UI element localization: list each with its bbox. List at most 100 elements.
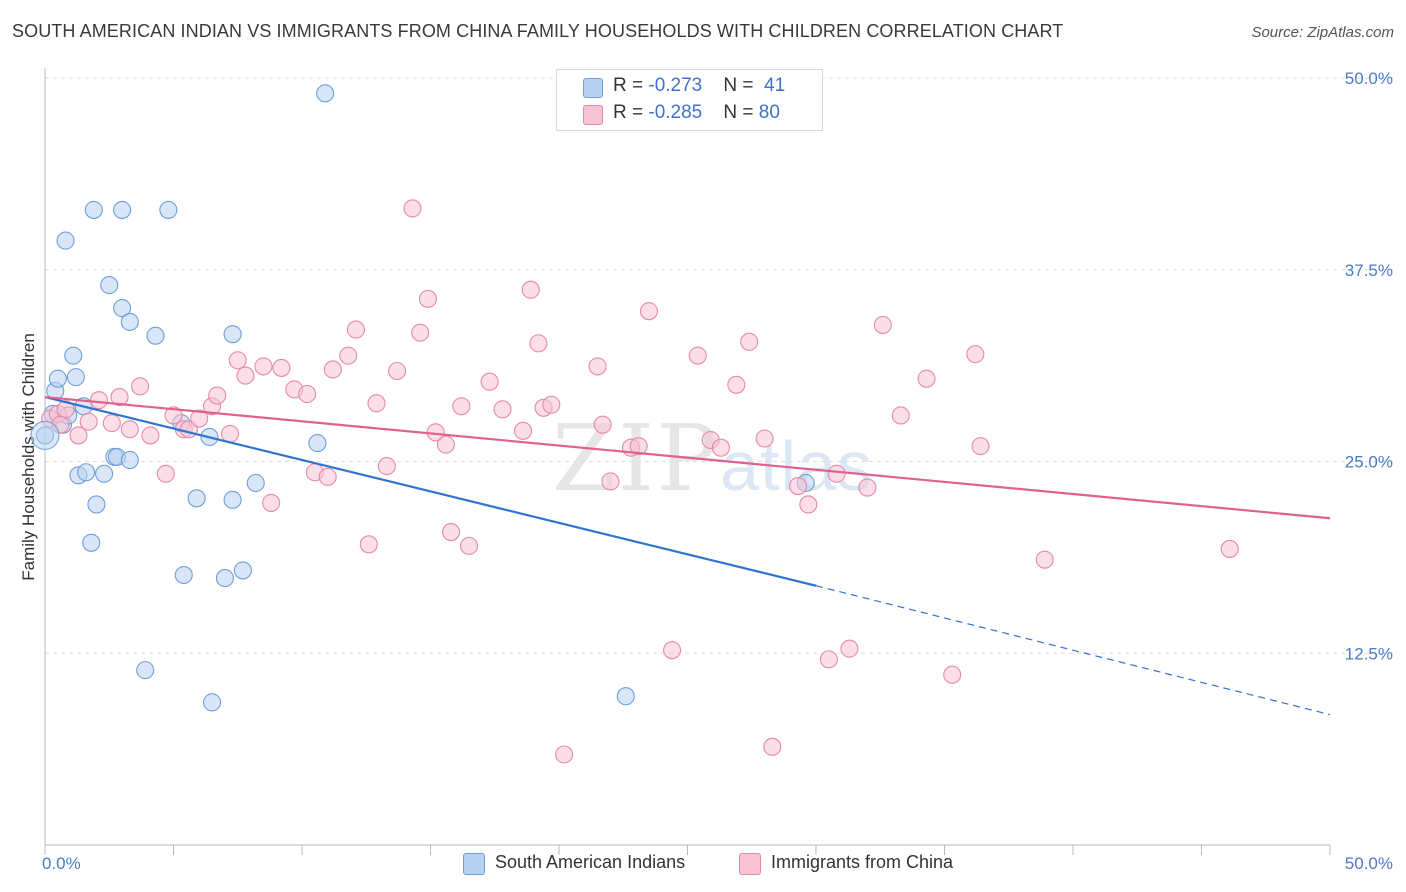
y-tick-label: 50.0%	[1345, 69, 1393, 88]
blue-trend-line-extension	[815, 585, 1331, 716]
pink-data-point	[298, 384, 317, 404]
pink-data-point	[943, 665, 962, 684]
blue-data-point	[87, 495, 106, 514]
pink-data-point	[1220, 539, 1239, 558]
pink-data-point	[236, 366, 255, 385]
y-tick-label: 12.5%	[1345, 644, 1393, 663]
pink-data-point	[346, 320, 366, 339]
pink-data-point	[873, 315, 892, 335]
y-tick-label: 37.5%	[1345, 261, 1393, 280]
pink-data-point	[840, 639, 859, 658]
legend-label-pink: Immigrants from China	[771, 852, 954, 872]
blue-data-point	[120, 450, 139, 470]
blue-data-point	[113, 299, 132, 318]
pink-data-point	[727, 375, 746, 394]
stats-legend-row-pink: R = -0.285 N = 80	[557, 102, 822, 126]
pink-data-point	[403, 199, 422, 218]
pink-swatch-icon	[583, 105, 603, 125]
stats-text-blue: R = -0.273 N = 41	[613, 75, 786, 96]
pink-data-point	[529, 334, 548, 353]
pink-data-point	[917, 369, 936, 388]
blue-data-point	[113, 200, 132, 219]
pink-data-point	[663, 641, 682, 660]
pink-trend-line	[44, 395, 1331, 520]
pink-data-point	[377, 457, 396, 476]
x-tick-label: 0.0%	[42, 854, 81, 873]
pink-data-point	[819, 650, 838, 669]
blue-data-point	[84, 200, 103, 219]
pink-data-point	[480, 372, 499, 391]
pink-data-point	[601, 472, 620, 491]
pink-data-point	[493, 400, 512, 419]
pink-data-point	[452, 397, 471, 416]
pink-data-point	[593, 415, 612, 434]
pink-data-point	[711, 438, 730, 457]
pink-data-point	[262, 493, 281, 512]
blue-data-point	[64, 346, 83, 365]
pink-data-point	[555, 745, 574, 764]
pink-data-point	[418, 289, 437, 308]
stats-legend: R = -0.273 N = 41 R = -0.285 N = 80	[556, 69, 823, 131]
blue-data-point	[308, 434, 327, 453]
blue-data-point	[95, 464, 114, 483]
pink-data-point	[513, 421, 533, 440]
pink-data-point	[763, 737, 782, 756]
pink-data-point	[971, 437, 990, 456]
blue-data-point	[223, 490, 242, 509]
pink-data-point	[254, 357, 273, 376]
blue-data-point	[66, 368, 85, 387]
blue-data-point	[233, 561, 252, 580]
blue-data-point	[159, 200, 178, 219]
blue-data-point	[316, 84, 335, 103]
pink-data-point	[89, 391, 109, 410]
pink-data-point	[411, 323, 430, 342]
blue-data-point	[215, 569, 234, 588]
pink-data-point	[799, 495, 818, 514]
blue-data-point	[616, 687, 635, 706]
x-tick-label: 50.0%	[1345, 854, 1393, 873]
pink-data-point	[858, 478, 877, 497]
pink-data-point	[318, 467, 337, 486]
pink-data-point	[442, 523, 461, 542]
pink-data-point	[436, 435, 455, 454]
pink-data-point	[688, 346, 707, 365]
pink-data-point	[228, 351, 247, 370]
pink-data-point	[359, 535, 378, 554]
pink-data-point	[69, 426, 88, 445]
pink-data-point	[755, 429, 774, 448]
source-label: Source: ZipAtlas.com	[1251, 24, 1394, 41]
blue-data-point	[174, 565, 193, 585]
stats-legend-row-blue: R = -0.273 N = 41	[557, 75, 822, 99]
blue-data-point	[82, 533, 101, 552]
blue-data-point	[56, 231, 75, 250]
blue-data-point	[187, 489, 206, 508]
blue-data-point	[136, 661, 155, 680]
pink-data-point	[788, 476, 808, 496]
pink-data-point	[110, 388, 129, 407]
pink-data-point	[639, 302, 659, 321]
blue-data-point	[203, 693, 222, 712]
blue-data-point	[48, 369, 67, 388]
pink-data-point	[339, 346, 358, 365]
pink-data-point	[156, 464, 175, 483]
y-tick-label: 25.0%	[1345, 453, 1393, 472]
pink-data-point	[459, 536, 479, 555]
pink-data-point	[629, 437, 648, 456]
blue-trend-line	[44, 396, 817, 587]
blue-data-point	[120, 312, 139, 331]
pink-data-point	[323, 360, 342, 379]
blue-swatch-icon	[463, 853, 485, 875]
pink-data-point	[827, 464, 846, 483]
pink-data-point	[891, 406, 910, 425]
blue-data-point	[77, 463, 96, 482]
blue-swatch-icon	[583, 78, 603, 98]
legend-label-blue: South American Indians	[495, 852, 686, 872]
pink-data-point	[190, 409, 209, 428]
pink-data-point	[966, 345, 985, 364]
chart-title: SOUTH AMERICAN INDIAN VS IMMIGRANTS FROM…	[12, 21, 1064, 41]
pink-data-point	[367, 394, 386, 413]
pink-data-point	[272, 358, 291, 377]
pink-data-point	[131, 377, 150, 396]
pink-data-point	[141, 426, 160, 445]
